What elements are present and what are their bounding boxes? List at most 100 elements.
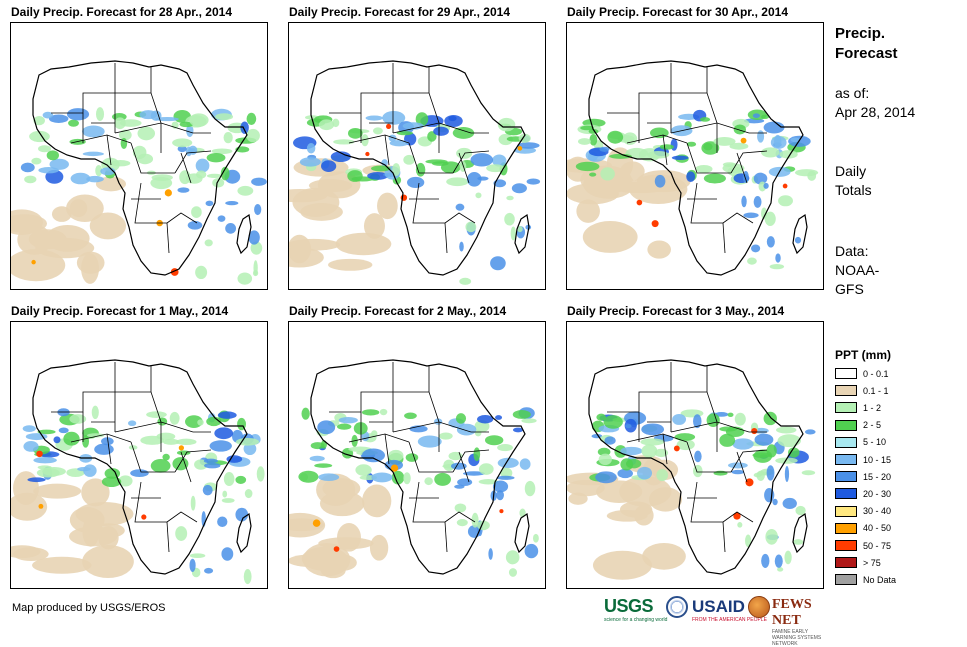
panel-title-6: Daily Precip. Forecast for 3 May., 2014: [567, 304, 785, 318]
rain-cell: [321, 160, 337, 172]
rain-cell: [196, 170, 207, 179]
dry-area: [592, 550, 652, 580]
rain-cell: [699, 117, 711, 122]
country-border: [130, 441, 175, 473]
rain-cell: [176, 450, 191, 456]
rain-cell: [497, 457, 519, 469]
rain-cell: [20, 162, 35, 173]
rain-cell: [22, 425, 36, 432]
country-border: [166, 222, 170, 254]
rain-cell: [488, 548, 493, 560]
country-border: [393, 67, 430, 94]
country-border: [444, 511, 476, 523]
dry-area: [66, 194, 104, 223]
rain-cell: [617, 468, 633, 479]
rain-cell: [734, 412, 746, 426]
heavy-rain-cell: [38, 503, 44, 509]
rain-cell: [417, 435, 442, 448]
precip-map: [289, 359, 539, 579]
rain-cell: [27, 477, 46, 483]
rain-cell: [190, 495, 196, 511]
rain-cell: [206, 416, 222, 427]
rain-cell: [253, 260, 258, 276]
rain-cell: [641, 423, 665, 436]
seal-icon: [666, 596, 688, 618]
rain-cell: [204, 239, 213, 247]
country-border: [444, 212, 476, 224]
dry-area: [33, 483, 82, 499]
rain-cell: [179, 121, 194, 128]
usaid-tagline: FROM THE AMERICAN PEOPLE: [692, 617, 767, 623]
rain-cell: [69, 414, 87, 424]
legend-item: No Data: [835, 573, 896, 586]
rain-cell: [33, 116, 45, 126]
sidebar-title: Precip. Forecast: [835, 24, 898, 64]
dry-area: [45, 224, 90, 252]
rain-cell: [637, 466, 653, 480]
map-panel-2: [288, 22, 546, 290]
rain-cell: [770, 135, 787, 149]
rain-cell: [191, 206, 202, 219]
dry-area: [576, 199, 600, 223]
rain-cell: [769, 263, 785, 270]
rain-cell: [372, 127, 383, 135]
rain-cell: [577, 138, 592, 145]
rain-cell: [185, 415, 203, 428]
rain-cell: [693, 414, 702, 429]
dry-area: [76, 251, 105, 274]
africa-outline: [588, 60, 804, 276]
rain-cell: [434, 418, 443, 425]
dry-area: [369, 534, 389, 561]
rain-cell: [625, 424, 632, 429]
rain-cell: [223, 472, 235, 487]
rain-cell: [189, 558, 196, 572]
heavy-rain-cell: [365, 151, 370, 157]
globe-icon: [748, 596, 770, 618]
madagascar-outline: [514, 213, 530, 255]
legend-label: 0.1 - 1: [863, 385, 889, 396]
rain-cell: [620, 458, 634, 471]
heavy-rain-cell: [499, 509, 504, 514]
heavy-rain-cell: [386, 123, 392, 129]
rain-cell: [753, 172, 768, 185]
country-border: [384, 134, 390, 166]
rain-cell: [692, 464, 703, 478]
rain-cell: [407, 176, 425, 189]
totals-line1: Daily: [835, 163, 867, 179]
rain-cell: [185, 146, 192, 157]
legend-item: 20 - 30: [835, 487, 891, 500]
rain-cell: [777, 434, 801, 448]
rain-cell: [68, 119, 79, 127]
rain-cell: [254, 204, 262, 216]
rain-cell: [217, 411, 237, 419]
country-border: [730, 150, 768, 174]
rain-cell: [654, 174, 666, 188]
legend-item: 5 - 10: [835, 436, 886, 449]
rain-cell: [772, 498, 778, 506]
rain-cell: [301, 407, 310, 420]
country-border: [662, 433, 668, 465]
rain-cell: [424, 477, 433, 486]
country-border: [150, 92, 162, 124]
rain-cell: [743, 212, 759, 219]
rain-cell: [532, 533, 539, 543]
rain-cell: [580, 125, 594, 131]
legend-swatch: [835, 540, 857, 551]
rain-cell: [753, 449, 773, 463]
rain-cell: [512, 410, 531, 419]
rain-cell: [761, 553, 770, 569]
rain-cell: [204, 462, 221, 469]
madagascar-outline: [236, 512, 252, 554]
rain-cell: [367, 172, 389, 180]
rain-cell: [42, 111, 54, 119]
rain-cell: [187, 220, 203, 230]
panel-title-2: Daily Precip. Forecast for 29 Apr., 2014: [289, 5, 510, 19]
rain-cell: [506, 195, 514, 201]
dry-area: [81, 478, 110, 507]
rain-cell: [189, 113, 209, 127]
map-panel-1: [10, 22, 268, 290]
rain-cell: [462, 471, 486, 476]
dry-area: [303, 542, 351, 577]
rain-cell: [607, 130, 624, 144]
country-border: [452, 150, 490, 174]
